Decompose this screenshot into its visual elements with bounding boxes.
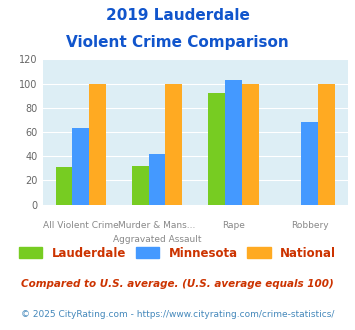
Text: Violent Crime Comparison: Violent Crime Comparison (66, 35, 289, 50)
Text: 2019 Lauderdale: 2019 Lauderdale (105, 8, 250, 23)
Text: © 2025 CityRating.com - https://www.cityrating.com/crime-statistics/: © 2025 CityRating.com - https://www.city… (21, 310, 334, 319)
Bar (56, 167, 72, 205)
Bar (208, 93, 225, 205)
Legend: Lauderdale, Minnesota, National: Lauderdale, Minnesota, National (14, 242, 341, 264)
Text: Robbery: Robbery (291, 221, 328, 230)
Bar (72, 128, 89, 205)
Text: Aggravated Assault: Aggravated Assault (113, 235, 201, 244)
Bar (132, 166, 149, 205)
Bar (301, 122, 318, 205)
Bar (318, 83, 335, 205)
Bar (242, 83, 258, 205)
Text: Murder & Mans...: Murder & Mans... (119, 221, 196, 230)
Bar (225, 80, 242, 205)
Bar (165, 83, 182, 205)
Bar (149, 154, 165, 205)
Text: Rape: Rape (222, 221, 245, 230)
Bar (89, 83, 106, 205)
Text: All Violent Crime: All Violent Crime (43, 221, 119, 230)
Text: Compared to U.S. average. (U.S. average equals 100): Compared to U.S. average. (U.S. average … (21, 279, 334, 289)
